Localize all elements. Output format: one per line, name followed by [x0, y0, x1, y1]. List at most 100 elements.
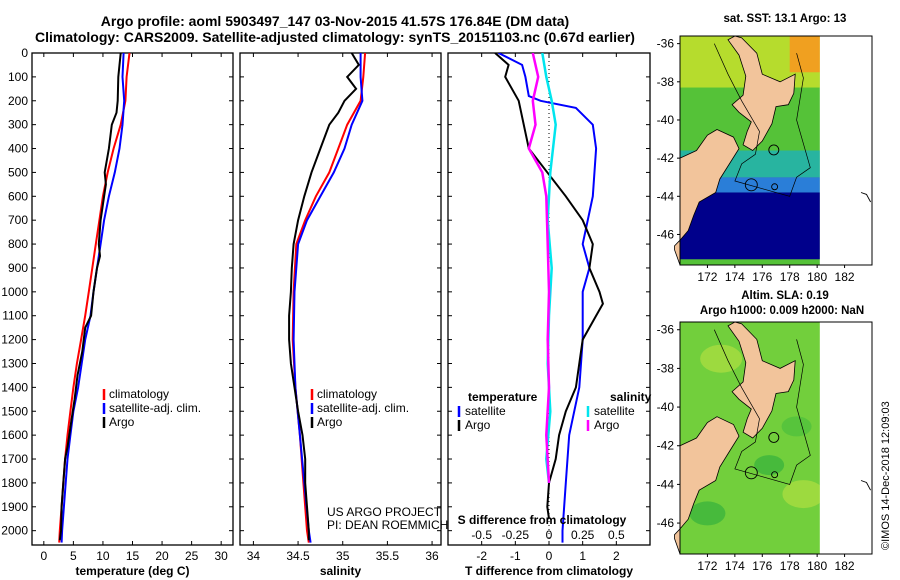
chatham-island-coast [860, 192, 871, 203]
depth-tick-label: 1400 [1, 380, 28, 394]
plot-title-line1: Argo profile: aoml 5903497_147 03-Nov-20… [100, 13, 570, 29]
x-tick-label: 34 [247, 549, 261, 563]
depth-tick-label: 400 [8, 142, 28, 156]
legend-label: satellite-adj. clim. [109, 401, 201, 415]
north-island-land [727, 321, 796, 439]
argo-location-marker [771, 471, 779, 479]
lon-tick-label: 176 [752, 270, 772, 284]
x-tick-label: 35 [336, 549, 350, 563]
lon-tick-label: 180 [807, 559, 827, 573]
argo-location-marker [744, 178, 758, 192]
no-data-area [819, 322, 872, 554]
x-tick-label: 15 [126, 549, 140, 563]
sla-anomaly-blob [781, 416, 812, 437]
sla-anomaly-blob [700, 344, 743, 373]
south-island-land [674, 416, 740, 555]
x-tick-label: -2 [476, 549, 487, 563]
sla-map-title2: Argo h1000: 0.009 h2000: NaN [699, 305, 865, 317]
x-tick-label: 5 [70, 549, 77, 563]
depth-tick-label: 1900 [1, 500, 28, 514]
depth-tick-label: 1800 [1, 476, 28, 490]
no-data-area [819, 36, 872, 265]
lat-tick-label: -46 [657, 227, 675, 241]
chatham-island-coast [860, 480, 871, 491]
depth-tick-label: 900 [8, 261, 28, 275]
series-line-argo [58, 53, 122, 541]
x-tick-label: 35.5 [376, 549, 400, 563]
x-axis-label: T difference from climatology [465, 564, 633, 578]
series-line-argo [288, 53, 361, 541]
depth-tick-label: 1700 [1, 452, 28, 466]
secondary-tick-label: 0.5 [608, 528, 625, 542]
bathymetry-contour [713, 43, 811, 197]
x-tick-label: 0 [546, 549, 553, 563]
depth-tick-label: 800 [8, 237, 28, 251]
depth-tick-label: 200 [8, 94, 28, 108]
lat-tick-label: -40 [657, 400, 675, 414]
lon-tick-label: 182 [835, 270, 855, 284]
series-line-satellite-adj-clim- [292, 53, 364, 543]
north-island-land [727, 35, 796, 152]
plot-title-line2: Climatology: CARS2009. Satellite-adjuste… [35, 29, 635, 45]
depth-tick-label: 1600 [1, 428, 28, 442]
legend-label: satellite [465, 404, 506, 418]
lon-tick-label: 180 [807, 270, 827, 284]
panel-frame [31, 52, 234, 546]
sst-field-deep [680, 192, 820, 260]
lat-tick-label: -38 [657, 75, 675, 89]
lon-tick-label: 172 [697, 559, 717, 573]
x-tick-label: 0 [40, 549, 47, 563]
lon-tick-label: 174 [725, 559, 745, 573]
credit-project: US ARGO PROJECT [327, 505, 442, 519]
x-tick-label: 10 [96, 549, 110, 563]
map-frame [679, 321, 873, 555]
credit-imos: ©IMOS 14-Dec-2018 12:09:03 [880, 401, 892, 550]
argo-location-marker [744, 466, 758, 480]
lon-tick-label: 174 [725, 270, 745, 284]
south-island-land [674, 129, 740, 266]
lon-tick-label: 172 [697, 270, 717, 284]
x-tick-label: 2 [613, 549, 620, 563]
lat-tick-label: -36 [657, 323, 675, 337]
lon-tick-label: 176 [752, 559, 772, 573]
x-tick-label: 20 [155, 549, 169, 563]
sla-anomaly-blob [689, 501, 726, 526]
legend-title-salinity: salinity [610, 390, 652, 404]
x-tick-label: 1 [579, 549, 586, 563]
x-axis-label: temperature (deg C) [75, 564, 189, 578]
sla-map-title1: Altim. SLA: 0.19 [741, 290, 829, 302]
series-line-temperature-satellite [498, 53, 598, 543]
lat-tick-label: -36 [657, 37, 675, 51]
legend-label: Argo [109, 415, 135, 429]
x-tick-label: -1 [510, 549, 521, 563]
x-tick-label: 25 [185, 549, 199, 563]
lon-tick-label: 182 [835, 559, 855, 573]
lat-tick-label: -38 [657, 361, 675, 375]
series-line-climatology [58, 53, 131, 543]
argo-location-marker [771, 183, 779, 191]
map-frame [679, 35, 873, 266]
depth-tick-label: 1500 [1, 404, 28, 418]
argo-location-marker [768, 431, 780, 443]
legend-label: Argo [465, 418, 491, 432]
lat-tick-label: -44 [657, 189, 675, 203]
depth-tick-label: 600 [8, 189, 28, 203]
depth-tick-label: 100 [8, 70, 28, 84]
series-line-temperature-argo [494, 53, 604, 519]
x-tick-label: 30 [214, 549, 228, 563]
credit-pi: PI: DEAN ROEMMICH [327, 518, 448, 532]
bathymetry-contour [713, 329, 811, 485]
x-tick-label: 34.5 [286, 549, 310, 563]
depth-tick-label: 500 [8, 165, 28, 179]
secondary-tick-label: 0 [546, 528, 553, 542]
sst-field-hot [789, 36, 820, 73]
depth-tick-label: 2000 [1, 524, 28, 538]
sla-anomaly-blob [754, 455, 785, 476]
secondary-tick-label: -0.5 [471, 528, 492, 542]
secondary-axis-label: S difference from climatology [458, 513, 627, 527]
series-line-salinity-argo [527, 53, 551, 483]
secondary-tick-label: 0.25 [571, 528, 595, 542]
legend-label: Argo [594, 418, 620, 432]
lon-tick-label: 178 [780, 559, 800, 573]
